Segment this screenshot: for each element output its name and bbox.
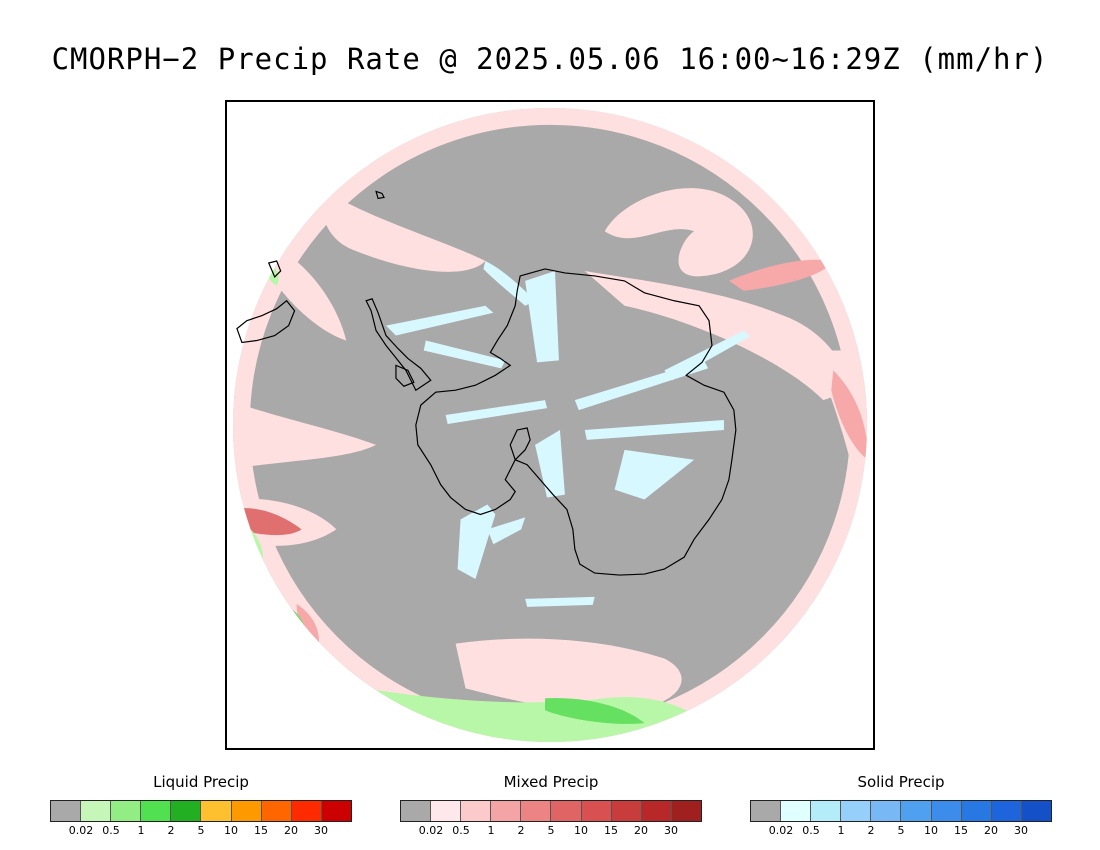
colorbar-swatch: [201, 801, 232, 821]
colorbar-swatch: [51, 801, 82, 821]
colorbar-swatch: [141, 801, 172, 821]
colorbar-swatch: [781, 801, 812, 821]
ice-shelf-coastline: [509, 427, 531, 461]
colorbar-swatch: [581, 801, 612, 821]
colorbar-swatch: [1021, 801, 1051, 821]
mixed-precip-area: [322, 191, 486, 272]
island-coastline: [375, 190, 385, 200]
colorbar-ticks: 0.02 0.5 1 2 5 10 15 20 30: [750, 824, 1052, 840]
colorbar-swatch: [751, 801, 782, 821]
colorbar-tick-label: 30: [314, 824, 328, 837]
colorbar: [50, 800, 352, 822]
colorbar-tick-label: 0.5: [802, 824, 820, 837]
colorbar-swatch: [461, 801, 492, 821]
legend-mixed-precip: Mixed Precip 0.02 0.5 1 2 5 10 15 20 30: [400, 772, 702, 840]
colorbar-swatch: [171, 801, 202, 821]
map-frame: [225, 100, 875, 750]
colorbar-swatch: [231, 801, 262, 821]
colorbar-tick-label: 30: [1014, 824, 1028, 837]
antarctica-coastline: [415, 268, 737, 576]
colorbar-swatch: [81, 801, 112, 821]
colorbar-tick-label: 0.02: [418, 824, 444, 837]
colorbar-tick-label: 1: [837, 824, 845, 837]
colorbar-tick-label: 10: [574, 824, 588, 837]
colorbar-swatch: [611, 801, 642, 821]
mixed-precip-area: [604, 188, 753, 277]
colorbar-tick-label: 5: [197, 824, 205, 837]
colorbar-swatch: [931, 801, 962, 821]
legend-title: Solid Precip: [857, 773, 945, 791]
legend-solid-precip: Solid Precip 0.02 0.5 1 2 5 10 15 20 30: [750, 772, 1052, 840]
colorbar-swatch: [991, 801, 1022, 821]
colorbar-swatch: [871, 801, 902, 821]
liquid-precip-area: [545, 698, 645, 724]
colorbar-tick-label: 10: [924, 824, 938, 837]
colorbar-tick-label: 20: [284, 824, 298, 837]
legend-liquid-precip: Liquid Precip 0.02 0.5 1 2 5 10 15 20 30: [50, 772, 352, 840]
colorbar-tick-label: 0.5: [102, 824, 120, 837]
solid-precip-streaks: [386, 261, 750, 607]
colorbar-tick-label: 0.5: [452, 824, 470, 837]
colorbar-tick-label: 0.02: [68, 824, 94, 837]
colorbar-tick-label: 30: [664, 824, 678, 837]
colorbar: [750, 800, 1052, 822]
colorbar-tick-label: 10: [224, 824, 238, 837]
polar-precip-map: [232, 107, 868, 743]
mixed-precip-area: [455, 638, 682, 711]
legend-title: Mixed Precip: [503, 773, 599, 791]
colorbar-swatch: [291, 801, 322, 821]
colorbar-tick-label: 5: [897, 824, 905, 837]
mixed-precip-area: [813, 350, 868, 520]
colorbar-ticks: 0.02 0.5 1 2 5 10 15 20 30: [50, 824, 352, 840]
colorbar-swatch: [841, 801, 872, 821]
colorbar-tick-label: 20: [984, 824, 998, 837]
colorbar-tick-label: 5: [547, 824, 555, 837]
colorbar-swatch: [321, 801, 351, 821]
colorbar-ticks: 0.02 0.5 1 2 5 10 15 20 30: [400, 824, 702, 840]
mixed-precip-heavy: [728, 259, 834, 291]
colorbar-tick-label: 2: [517, 824, 525, 837]
chart-title: CMORPH−2 Precip Rate @ 2025.05.06 16:00~…: [51, 42, 1049, 76]
colorbar-tick-label: 1: [487, 824, 495, 837]
colorbar-swatch: [261, 801, 292, 821]
colorbar-swatch: [551, 801, 582, 821]
mixed-precip-area: [584, 270, 854, 401]
colorbar-tick-label: 20: [634, 824, 648, 837]
colorbar-swatch: [811, 801, 842, 821]
colorbar-tick-label: 2: [167, 824, 175, 837]
colorbar-swatch: [901, 801, 932, 821]
colorbar-swatch: [671, 801, 701, 821]
mixed-precip-area: [266, 241, 347, 341]
colorbar-swatch: [111, 801, 142, 821]
colorbar-swatch: [961, 801, 992, 821]
colorbar-swatch: [491, 801, 522, 821]
south-america-coastline: [267, 260, 282, 278]
colorbar-swatch: [401, 801, 432, 821]
mixed-precip-area: [232, 400, 377, 470]
colorbar-tick-label: 0.02: [768, 824, 794, 837]
legend-title: Liquid Precip: [153, 773, 249, 791]
antarctic-peninsula-coastline: [365, 298, 432, 392]
colorbar: [400, 800, 702, 822]
colorbar-tick-label: 15: [604, 824, 618, 837]
ice-shelf-coastline: [395, 364, 415, 387]
colorbar-tick-label: 15: [954, 824, 968, 837]
colorbar-tick-label: 15: [254, 824, 268, 837]
colorbar-swatch: [521, 801, 552, 821]
colorbar-swatch: [431, 801, 462, 821]
mixed-precip-heavy: [831, 370, 868, 460]
colorbar-swatch: [641, 801, 672, 821]
colorbar-tick-label: 1: [137, 824, 145, 837]
colorbar-tick-label: 2: [867, 824, 875, 837]
south-america-coastline: [236, 299, 296, 344]
